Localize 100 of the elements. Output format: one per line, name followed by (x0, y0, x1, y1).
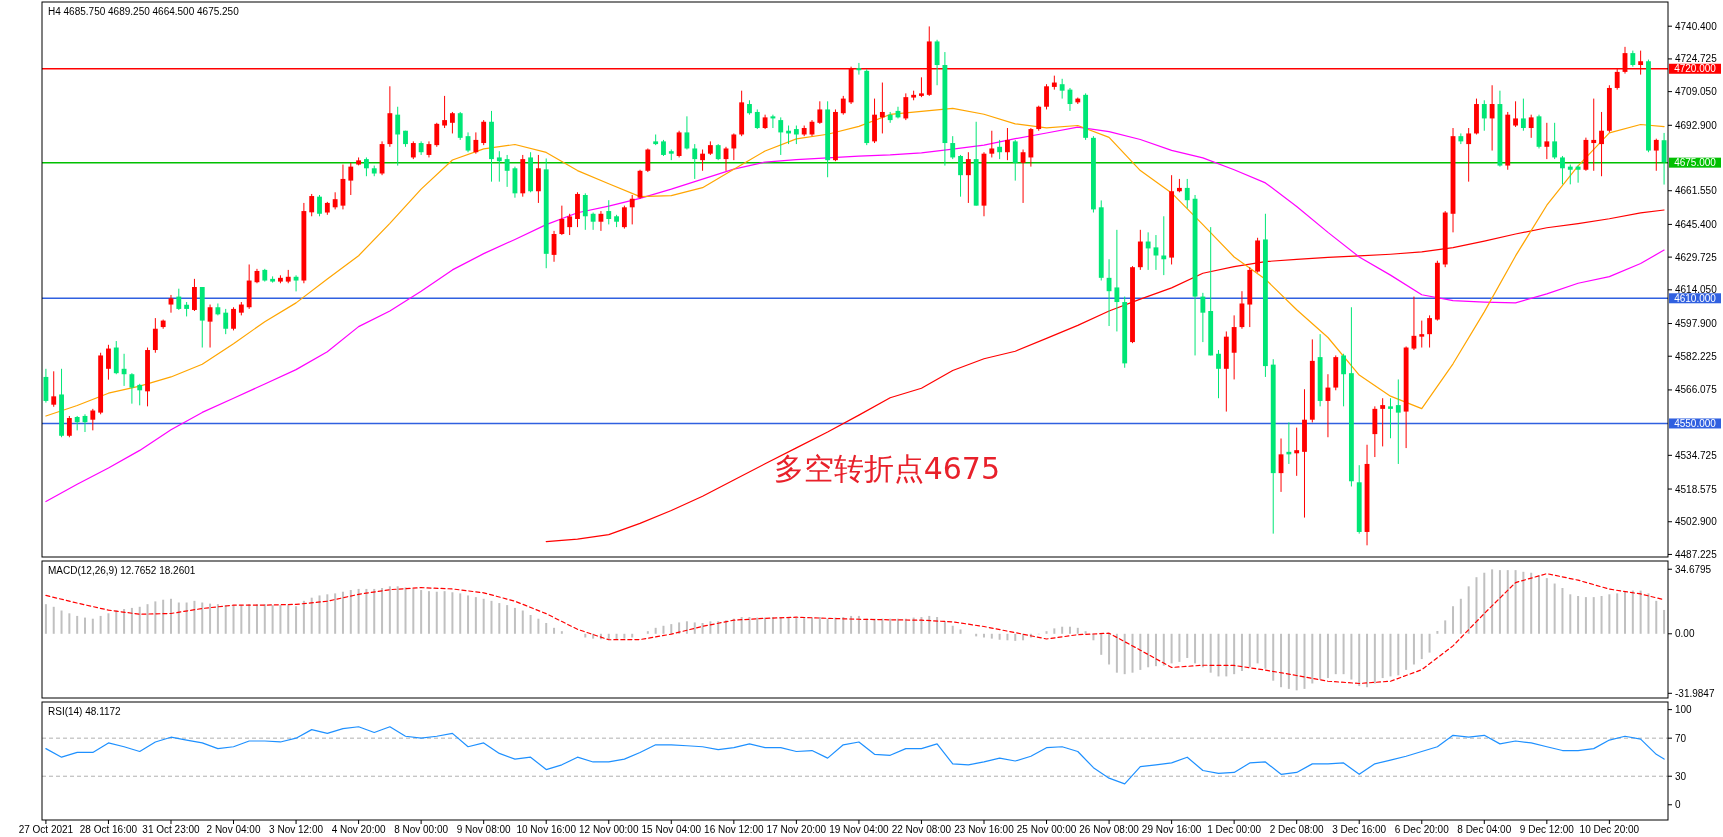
x-tick-label: 9 Nov 08:00 (456, 824, 512, 835)
bar (435, 591, 438, 634)
x-tick-label: 16 Nov 12:00 (704, 824, 765, 835)
bar (1178, 633, 1181, 662)
bar (1436, 630, 1439, 634)
bar (1561, 587, 1564, 634)
bar (84, 617, 86, 634)
bar (1068, 626, 1071, 634)
bar (865, 618, 868, 634)
bar (498, 603, 501, 634)
bar (1663, 609, 1666, 634)
x-tick-label: 3 Nov 12:00 (269, 824, 324, 835)
bar (1444, 620, 1447, 634)
x-tick-label: 8 Dec 04:00 (1457, 824, 1512, 835)
y-tick-label: 4487.225 (1675, 548, 1718, 560)
x-tick-label: 6 Dec 20:00 (1394, 824, 1450, 835)
bar (123, 609, 126, 634)
bar (1584, 597, 1587, 634)
bar (545, 622, 548, 634)
bar (1264, 633, 1267, 669)
bar (177, 602, 180, 634)
y-tick-label: 4597.900 (1675, 318, 1718, 330)
bar (1577, 596, 1580, 634)
bar (1475, 577, 1478, 634)
bar (1194, 633, 1197, 664)
bar (1045, 631, 1048, 634)
bar (982, 633, 985, 638)
bar (388, 586, 391, 634)
bar (1233, 633, 1236, 675)
y-tick-label: 4566.075 (1675, 384, 1718, 396)
y-tick-label: 4692.900 (1675, 119, 1718, 131)
bar (365, 588, 368, 634)
bar (654, 627, 657, 634)
bar (295, 606, 298, 634)
bar (1006, 633, 1009, 641)
bar (779, 617, 782, 634)
bar (1538, 575, 1541, 634)
bar (138, 606, 141, 634)
bar (1123, 633, 1126, 675)
bar (662, 625, 665, 634)
bar (1358, 633, 1361, 687)
bar (951, 625, 954, 634)
bar (68, 613, 71, 634)
bar (1373, 633, 1376, 684)
bar (1405, 633, 1408, 670)
bar (1639, 590, 1642, 634)
bar (99, 615, 102, 634)
bar (349, 590, 352, 634)
bar (240, 605, 243, 634)
bar (146, 604, 149, 634)
y-tick-label: 0.00 (1675, 628, 1695, 640)
y-tick-label: 4740.400 (1675, 20, 1718, 32)
x-tick-label: 2 Nov 04:00 (206, 824, 261, 835)
bar (341, 591, 344, 634)
bar (920, 617, 923, 634)
bar (248, 604, 251, 634)
bar (107, 613, 110, 634)
bar (326, 594, 329, 634)
bar (201, 602, 204, 634)
bar (427, 591, 430, 634)
bar (1412, 633, 1415, 665)
y-tick-label: 34.6795 (1675, 563, 1712, 575)
bar (701, 622, 704, 634)
bar (162, 599, 165, 634)
bar (482, 598, 485, 634)
bar (216, 604, 219, 634)
bar (1311, 633, 1314, 684)
bar (1272, 633, 1275, 681)
bar (709, 621, 712, 634)
x-tick-label: 17 Nov 20:00 (766, 824, 827, 835)
x-tick-label: 23 Nov 16:00 (954, 824, 1015, 835)
bar (560, 631, 563, 634)
bar (373, 588, 376, 634)
bar (1647, 593, 1650, 634)
chart-title: H4 4685.750 4689.250 4664.500 4675.250 (48, 6, 240, 17)
y-tick-label: 70 (1675, 732, 1687, 744)
bar (990, 633, 993, 639)
bar (826, 618, 829, 634)
bar (1162, 633, 1165, 666)
bar (834, 617, 837, 634)
bar (443, 591, 446, 634)
y-tick-label: 4534.725 (1675, 449, 1718, 461)
chart-title: RSI(14) 48.1172 (48, 706, 122, 717)
x-tick-label: 29 Nov 16:00 (1141, 824, 1202, 835)
bar (811, 617, 814, 634)
x-tick-label: 25 Nov 00:00 (1016, 824, 1077, 835)
bar (1381, 633, 1384, 679)
x-tick-label: 26 Nov 08:00 (1079, 824, 1140, 835)
bar (1624, 591, 1626, 634)
chart-title: MACD(12,26,9) 12.7652 18.2601 (48, 565, 196, 576)
y-tick-label: 4661.550 (1675, 185, 1718, 197)
x-tick-label: 31 Oct 23:00 (142, 824, 201, 835)
bar (193, 600, 196, 634)
bar (1483, 572, 1486, 634)
bar (420, 590, 423, 634)
bar (513, 607, 516, 634)
bar (764, 617, 767, 634)
bar (1334, 633, 1337, 675)
bar (224, 605, 227, 634)
bar (1592, 597, 1595, 634)
